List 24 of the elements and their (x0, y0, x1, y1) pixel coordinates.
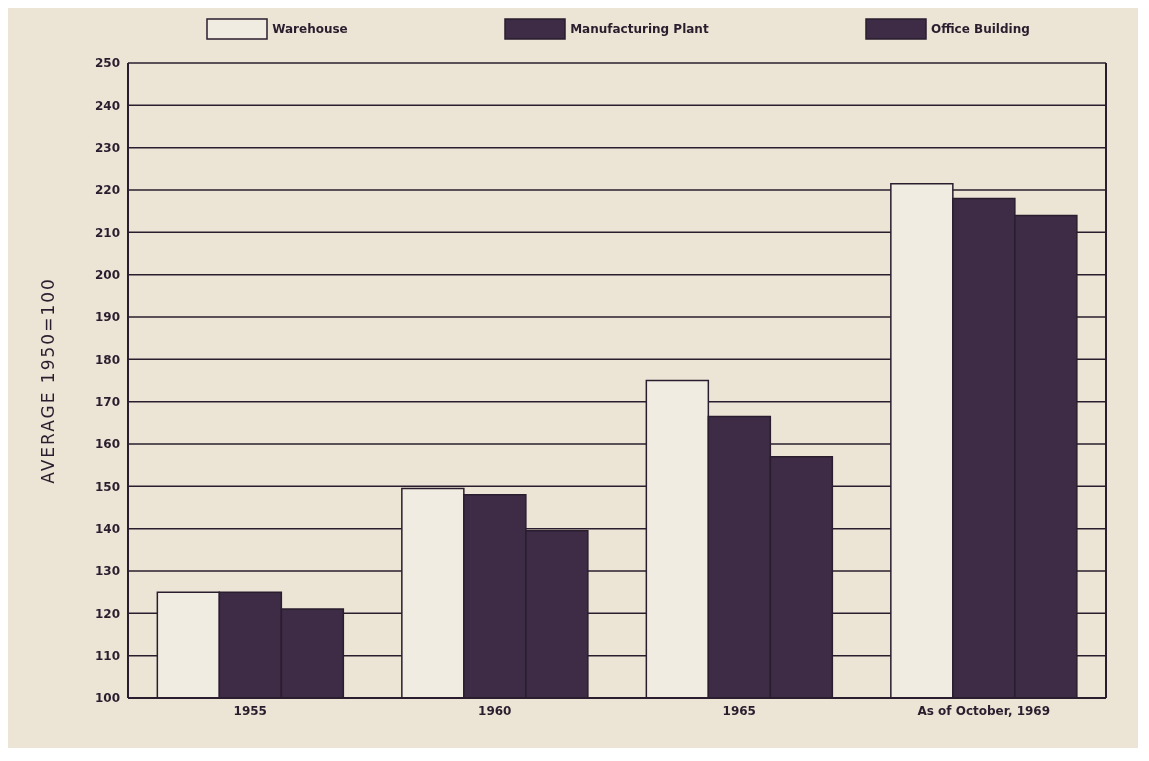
legend-label: Manufacturing Plant (570, 22, 709, 36)
y-tick-label: 180 (94, 352, 120, 367)
y-tick-label: 190 (94, 310, 120, 325)
x-tick-label: 1965 (722, 703, 756, 718)
y-tick-label: 210 (94, 225, 120, 240)
y-tick-label: 170 (94, 394, 120, 409)
legend-label: Office Building (931, 22, 1030, 36)
x-tick-label: As of October, 1969 (917, 703, 1051, 718)
y-tick-label: 110 (94, 648, 120, 663)
y-tick-label: 220 (94, 183, 120, 198)
y-tick-label: 140 (94, 521, 120, 536)
y-axis-title: AVERAGE 1950=100 (38, 277, 59, 484)
y-tick-label: 130 (94, 564, 120, 579)
y-tick-label: 120 (94, 606, 120, 621)
y-tick-label: 160 (94, 437, 120, 452)
y-tick-label: 100 (94, 691, 120, 706)
x-tick-label: 1955 (233, 703, 267, 718)
legend-label: Warehouse (272, 22, 348, 36)
y-tick-label: 150 (94, 479, 120, 494)
y-tick-label: 230 (94, 140, 120, 155)
x-tick-label: 1960 (478, 703, 512, 718)
y-tick-label: 200 (94, 267, 120, 282)
y-tick-label: 250 (94, 56, 120, 71)
y-tick-label: 240 (94, 98, 120, 113)
